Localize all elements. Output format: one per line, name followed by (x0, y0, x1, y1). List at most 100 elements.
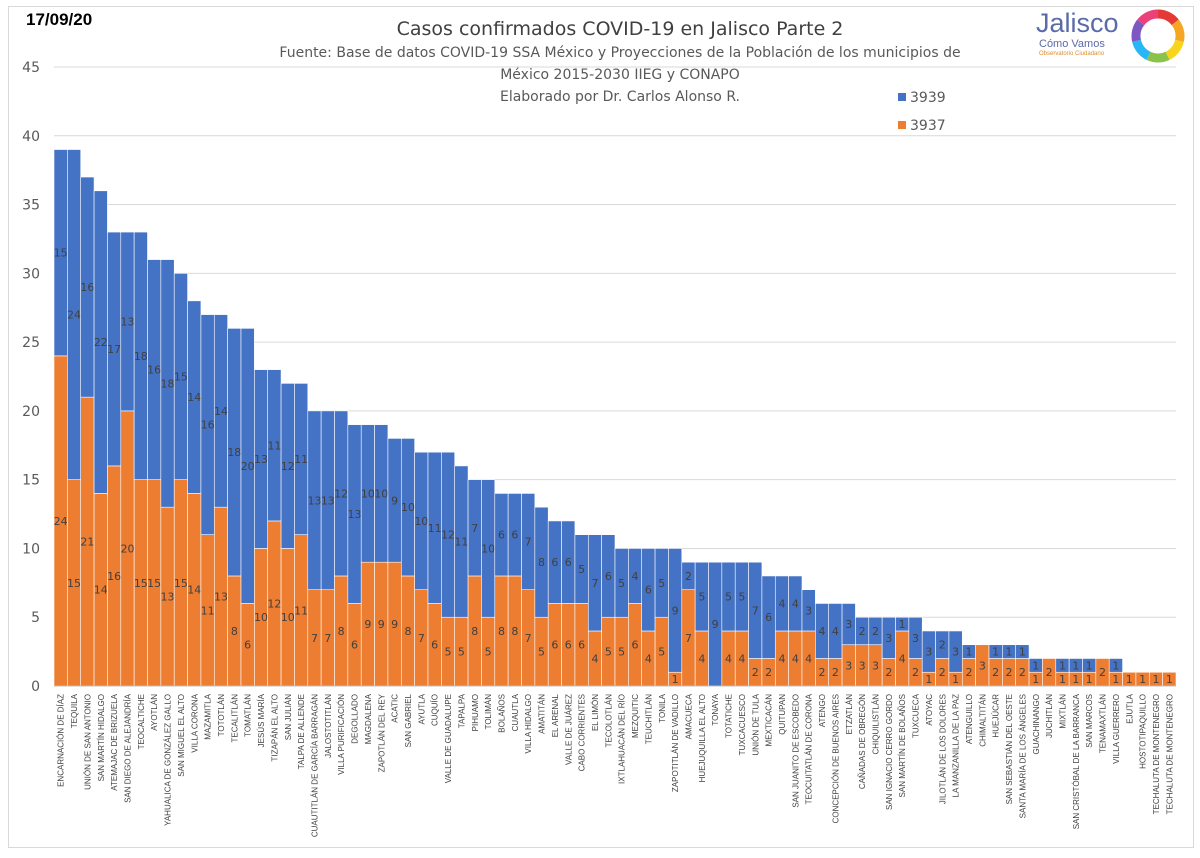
data-label-3939: 10 (481, 542, 495, 555)
data-label-3939: 18 (134, 350, 148, 363)
data-label-3937: 1 (1086, 673, 1093, 686)
data-label-3937: 10 (254, 611, 268, 624)
category-label: CAÑADAS DE OBREGÓN (858, 694, 867, 789)
data-label-3937: 2 (1006, 666, 1013, 679)
category-label: VILLA HIDALGO (524, 694, 533, 754)
y-tick-label: 0 (31, 679, 40, 695)
category-label: JALOSTOTITLÁN (324, 694, 333, 758)
data-label-3939: 5 (658, 577, 665, 590)
data-label-3937: 16 (107, 570, 121, 583)
data-label-3939: 3 (805, 604, 812, 617)
category-label: JILOTLÁN DE LOS DOLORES (938, 694, 947, 804)
data-label-3937: 4 (805, 652, 812, 665)
category-label: CHIMALTITÁN (978, 694, 987, 747)
logo-ring-segment (1146, 51, 1170, 63)
data-label-3937: 1 (1112, 673, 1119, 686)
legend-swatch (898, 121, 906, 129)
category-label: BOLAÑOS (497, 694, 506, 733)
data-label-3939: 14 (187, 391, 201, 404)
data-label-3939: 9 (672, 604, 679, 617)
data-label-3937: 1 (1166, 673, 1173, 686)
category-label: MAGDALENA (364, 693, 373, 744)
data-label-3937: 2 (752, 666, 759, 679)
data-label-3939: 5 (725, 591, 732, 604)
category-label: SAN JULIÁN (284, 694, 293, 740)
y-tick-label: 5 (31, 610, 40, 626)
data-label-3939: 4 (778, 597, 785, 610)
data-label-3939: 2 (872, 625, 879, 638)
category-label: EL LIMÓN (591, 694, 600, 731)
data-label-3939: 13 (321, 494, 335, 507)
data-label-3937: 5 (538, 646, 545, 659)
category-label: TOLIMÁN (484, 694, 493, 730)
data-label-3939: 20 (241, 460, 255, 473)
data-label-3939: 1 (1059, 659, 1066, 672)
category-label: TENAMAXTLÁN (1099, 694, 1108, 753)
data-label-3937: 6 (578, 639, 585, 652)
chart-subtitle-line-3: Elaborado por Dr. Carlos Alonso R. (499, 89, 741, 105)
data-label-3937: 1 (1126, 673, 1133, 686)
data-label-3939: 13 (254, 453, 268, 466)
bar-3939 (1108, 658, 1123, 673)
category-label: HUEJUQUILLA EL ALTO (698, 694, 707, 782)
data-label-3939: 7 (591, 577, 598, 590)
data-label-3937: 3 (845, 659, 852, 672)
data-label-3937: 4 (645, 652, 652, 665)
data-label-3939: 6 (645, 584, 652, 597)
y-tick-label: 15 (22, 473, 40, 489)
data-label-3937: 1 (1072, 673, 1079, 686)
category-label: VALLE DE GUADALUPE (444, 694, 453, 783)
data-label-3937: 7 (324, 632, 331, 645)
data-label-3937: 2 (885, 666, 892, 679)
category-label: ENCARNACIÓN DE DÍAZ (57, 694, 66, 787)
category-label: SAN CRISTÓBAL DE LA BARRANCA (1072, 693, 1081, 829)
data-label-3937: 5 (485, 646, 492, 659)
category-label: HUEJÚCAR (992, 694, 1001, 738)
data-label-3939: 24 (67, 309, 81, 322)
data-label-3937: 1 (1059, 673, 1066, 686)
data-label-3939: 9 (712, 618, 719, 631)
data-label-3937: 21 (80, 536, 94, 549)
data-label-3937: 12 (267, 597, 281, 610)
data-label-3939: 2 (939, 639, 946, 652)
category-label: TECALITLÁN (230, 694, 239, 743)
category-label: HOSTOTIPAQUILLO (1139, 694, 1148, 769)
data-label-3939: 12 (334, 487, 348, 500)
data-label-3939: 11 (454, 536, 468, 549)
y-tick-label: 45 (22, 60, 40, 76)
data-label-3937: 8 (338, 625, 345, 638)
data-label-3939: 15 (174, 371, 188, 384)
category-label: SANTA MARÍA DE LOS ÁNGELES (1018, 694, 1027, 818)
data-label-3939: 13 (120, 315, 134, 328)
category-label: TEOCUITATLÁN DE CORONA (805, 693, 814, 804)
data-label-3939: 6 (498, 529, 505, 542)
data-label-3939: 13 (307, 494, 321, 507)
category-label: AMACUECA (684, 693, 693, 739)
category-label: CHIQUILISTLÁN (871, 694, 880, 755)
data-label-3939: 14 (214, 405, 228, 418)
data-label-3939: 4 (832, 625, 839, 638)
data-label-3939: 10 (374, 487, 388, 500)
data-label-3939: 2 (859, 625, 866, 638)
data-label-3939: 17 (107, 343, 121, 356)
category-label: MEZQUITIC (631, 694, 640, 738)
category-label: JESÚS MARÍA (257, 693, 266, 747)
category-label: LA MANZANILLA DE LA PAZ (952, 694, 961, 798)
data-label-3939: 1 (1072, 659, 1079, 672)
category-label: ACATIC (391, 694, 400, 723)
category-label: TECHALUTA DE MONTENEGRO (1152, 694, 1161, 814)
data-label-3937: 14 (94, 584, 108, 597)
data-label-3939: 18 (161, 377, 175, 390)
data-label-3937: 1 (952, 673, 959, 686)
data-label-3937: 7 (685, 632, 692, 645)
data-label-3939: 1 (1112, 659, 1119, 672)
data-label-3939: 10 (361, 487, 375, 500)
data-label-3937: 1 (1032, 673, 1039, 686)
category-label: SAN MARTÍN DE BOLAÑOS (898, 694, 907, 797)
data-label-3939: 16 (147, 364, 161, 377)
category-label: IXTLAHUACÁN DEL RÍO (618, 694, 627, 784)
data-label-3937: 13 (214, 591, 228, 604)
logo-ring-icon (1131, 9, 1185, 63)
category-label: CONCEPCIÓN DE BUENOS AIRES (831, 694, 840, 823)
